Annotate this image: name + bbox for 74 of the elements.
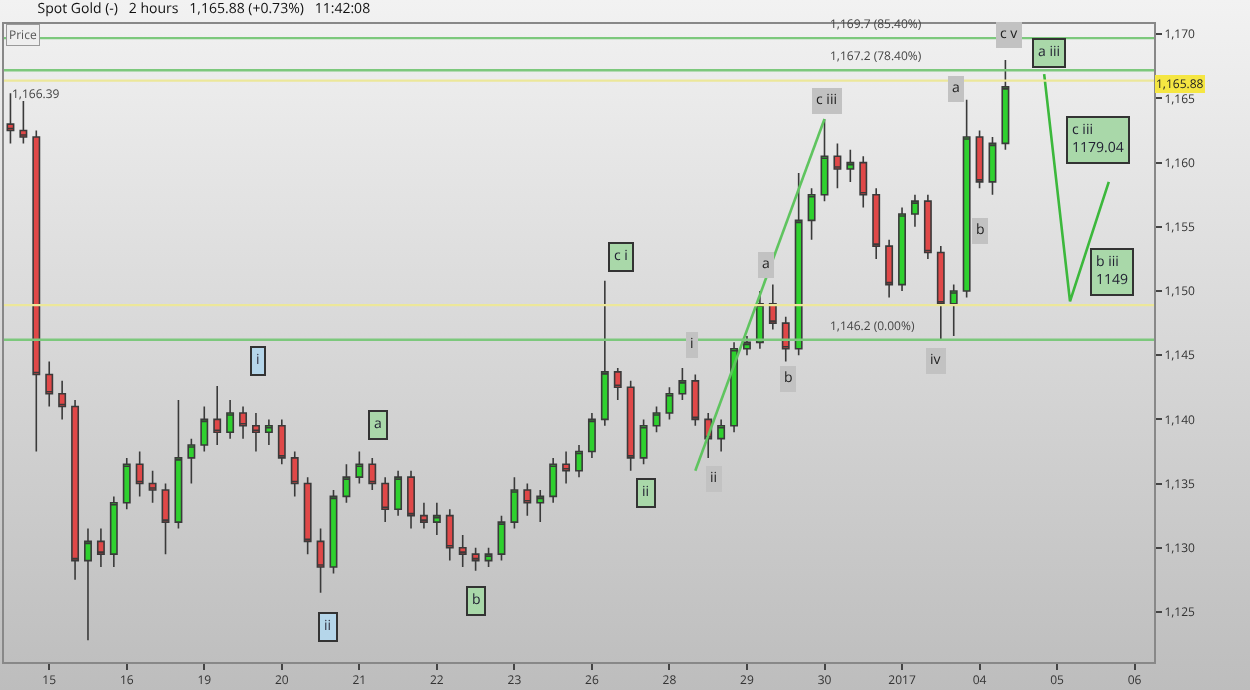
- candlestick: [174, 399, 183, 530]
- candlestick: [575, 444, 583, 478]
- candlestick: [71, 399, 80, 581]
- candlestick: [58, 380, 67, 421]
- candlestick: [872, 187, 881, 260]
- candlestick: [445, 508, 454, 562]
- candlestick: [419, 502, 428, 530]
- candlestick: [200, 405, 209, 453]
- candlestick: [264, 418, 273, 446]
- candlestick: [510, 476, 519, 530]
- candlestick: [290, 450, 299, 498]
- candlestick: [781, 315, 790, 363]
- candlestick: [226, 399, 235, 440]
- candlestick: [471, 546, 480, 572]
- candlestick: [975, 129, 984, 190]
- candlestick: [600, 279, 609, 427]
- candlestick: [820, 118, 829, 202]
- candlestick: [109, 495, 118, 568]
- candlestick: [730, 341, 739, 434]
- candlestick: [252, 412, 260, 453]
- candlestick: [239, 405, 248, 440]
- candlestick: [484, 546, 493, 568]
- candlestick: [135, 450, 144, 498]
- candlestick: [743, 335, 751, 356]
- candlestick: [587, 412, 596, 459]
- candlestick: [833, 142, 842, 190]
- candlestick: [691, 373, 700, 427]
- candlestick: [6, 92, 15, 145]
- candlestick: [652, 405, 661, 434]
- candlestick: [368, 457, 377, 491]
- candlestick: [923, 193, 932, 260]
- candlestick: [626, 380, 635, 472]
- candlestick: [355, 450, 364, 485]
- candlestick: [613, 367, 622, 401]
- candlestick: [187, 437, 196, 485]
- candlestick: [122, 457, 131, 511]
- candlestick: [794, 172, 803, 356]
- candlestick: [962, 98, 971, 299]
- candlestick: [316, 527, 325, 594]
- candlestick: [536, 489, 545, 523]
- candlestick: [755, 290, 764, 350]
- candlestick: [45, 360, 54, 408]
- candlestick: [562, 450, 571, 485]
- candlestick: [846, 149, 855, 183]
- candlestick: [898, 206, 906, 292]
- candlestick: [910, 193, 919, 228]
- candlestick: [19, 100, 28, 145]
- candlestick: [148, 469, 157, 504]
- candlestick: [303, 476, 312, 555]
- candlestick: [1001, 59, 1010, 151]
- candlestick: [885, 238, 894, 299]
- candlestick: [381, 476, 390, 523]
- candlestick: [768, 283, 777, 331]
- candlestick: [859, 155, 868, 209]
- candlestick: [84, 527, 92, 641]
- candlestick: [717, 418, 726, 453]
- candlestick: [458, 534, 467, 568]
- candlestick: [32, 129, 41, 453]
- candlestick: [213, 385, 222, 446]
- candlestick: [523, 482, 532, 517]
- candlestick: [407, 469, 415, 530]
- candlestick: [949, 283, 958, 337]
- candlestick: [277, 418, 286, 466]
- candlestick: [96, 527, 105, 568]
- candlestick: [432, 502, 441, 536]
- candlestick: [665, 386, 674, 421]
- candlestick: [678, 367, 687, 401]
- candlestick: [639, 418, 648, 466]
- candlestick: [936, 245, 945, 341]
- candlestick: [342, 463, 351, 504]
- candlestick: [161, 482, 170, 555]
- candlestick: [549, 457, 558, 504]
- candlestick: [394, 469, 403, 517]
- candlestick: [807, 187, 816, 241]
